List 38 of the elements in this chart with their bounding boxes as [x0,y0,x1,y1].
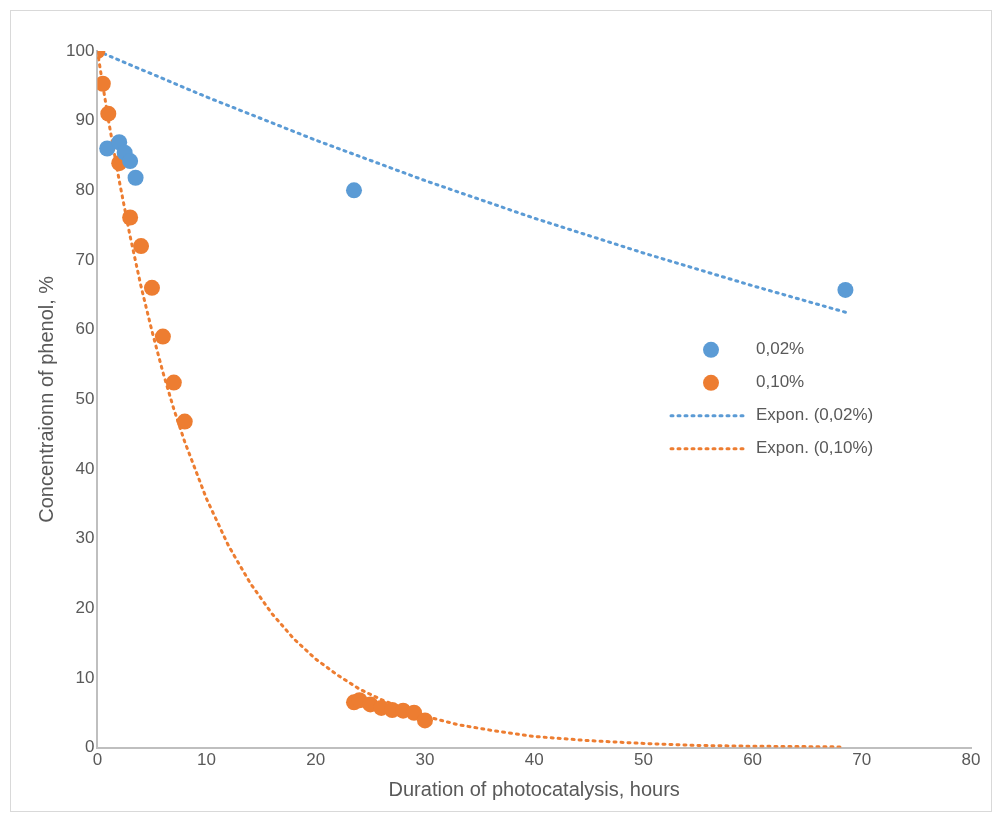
y-tick-label: 80 [75,180,95,200]
legend-label: Expon. (0,02%) [756,405,874,425]
point [99,140,116,157]
x-tick-label: 70 [852,750,872,770]
legend-label: 0,10% [756,372,805,392]
point [165,374,182,391]
point [127,169,144,186]
point [406,704,423,721]
y-axis-title: Concentraionn of phenol, % [34,275,57,523]
legend-label: Expon. (0,10%) [756,438,874,458]
x-tick-label: 30 [415,750,435,770]
x-tick-label: 20 [306,750,326,770]
point [122,209,139,226]
point [176,413,193,430]
y-tick-label: 60 [75,319,95,339]
x-axis-title: Duration of photocatalysis, hours [388,777,680,800]
point [416,712,433,729]
point [837,281,854,298]
point [133,238,150,255]
y-tick-label: 30 [75,528,95,548]
y-tick-label: 100 [65,40,95,60]
x-tick-label: 80 [961,750,981,770]
point [154,328,171,345]
y-tick-label: 10 [75,667,95,687]
x-tick-label: 40 [524,750,544,770]
legend-label: 0,02% [756,339,805,359]
x-tick-label: 10 [197,750,217,770]
point [345,182,362,199]
y-tick-label: 20 [75,597,95,617]
x-tick-label: 50 [633,750,653,770]
y-tick-label: 50 [75,388,95,408]
x-tick-label: 60 [743,750,763,770]
y-tick-label: 70 [75,249,95,269]
point [100,105,117,122]
point [122,153,139,170]
y-tick-label: 90 [75,110,95,130]
point [143,279,160,296]
y-tick-label: 40 [75,458,95,478]
